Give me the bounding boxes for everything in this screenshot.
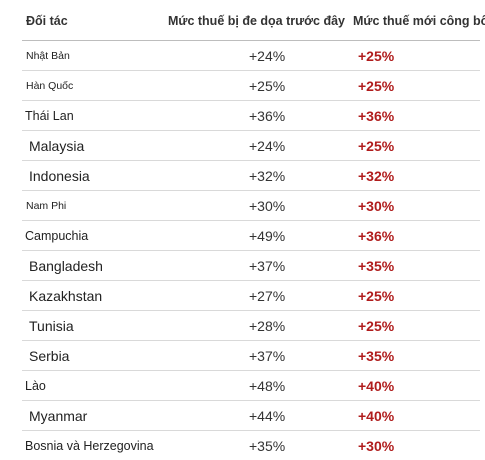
new-rate-cell: +40% xyxy=(358,377,395,394)
table-row: Nam Phi +30% +30% xyxy=(22,191,480,221)
partner-cell: Serbia xyxy=(29,347,70,364)
old-rate-cell: +35% xyxy=(249,437,286,454)
old-rate-cell: +28% xyxy=(249,317,286,334)
table-row: Bosnia và Herzegovina +35% +30% xyxy=(22,431,480,460)
old-rate-cell: +32% xyxy=(249,167,286,184)
old-rate-cell: +24% xyxy=(249,137,286,154)
partner-cell: Bangladesh xyxy=(29,257,103,274)
partner-cell: Myanmar xyxy=(29,407,88,424)
partner-cell: Campuchia xyxy=(25,228,89,243)
table-row: Nhật Bản +24% +25% xyxy=(22,41,480,71)
table-row: Malaysia +24% +25% xyxy=(22,131,480,161)
old-rate-cell: +36% xyxy=(249,107,286,124)
header-new-rate: Mức thuế mới công bố xyxy=(353,14,485,28)
partner-cell: Bosnia và Herzegovina xyxy=(25,438,154,453)
new-rate-cell: +25% xyxy=(358,317,395,334)
header-old-rate: Mức thuế bị đe dọa trước đây xyxy=(168,14,346,28)
partner-cell: Malaysia xyxy=(29,137,85,154)
new-rate-cell: +36% xyxy=(358,107,395,124)
table-row: Lào +48% +40% xyxy=(22,371,480,401)
partner-cell: Hàn Quốc xyxy=(26,79,74,92)
table-header: Đối tác Mức thuế bị đe dọa trước đây Mức… xyxy=(22,0,485,41)
partner-cell: Nam Phi xyxy=(26,199,67,212)
partner-cell: Lào xyxy=(25,378,46,393)
partner-cell: Indonesia xyxy=(29,167,90,184)
table-row: Campuchia +49% +36% xyxy=(22,221,480,251)
new-rate-cell: +40% xyxy=(358,407,395,424)
new-rate-cell: +36% xyxy=(358,227,395,244)
partner-cell: Thái Lan xyxy=(25,108,74,123)
table-row: Kazakhstan +27% +25% xyxy=(22,281,480,311)
partner-cell: Nhật Bản xyxy=(26,49,70,62)
tariff-table: Đối tác Mức thuế bị đe dọa trước đây Mức… xyxy=(22,0,485,460)
table-row: Bangladesh +37% +35% xyxy=(22,251,480,281)
new-rate-cell: +25% xyxy=(358,77,395,94)
new-rate-cell: +35% xyxy=(358,347,395,364)
old-rate-cell: +49% xyxy=(249,227,286,244)
new-rate-cell: +25% xyxy=(358,137,395,154)
header-partner: Đối tác xyxy=(26,14,68,28)
new-rate-cell: +32% xyxy=(358,167,395,184)
table-row: Thái Lan +36% +36% xyxy=(22,101,480,131)
old-rate-cell: +30% xyxy=(249,197,286,214)
table-row: Myanmar +44% +40% xyxy=(22,401,480,431)
new-rate-cell: +30% xyxy=(358,197,395,214)
old-rate-cell: +37% xyxy=(249,347,286,364)
old-rate-cell: +44% xyxy=(249,407,286,424)
new-rate-cell: +35% xyxy=(358,257,395,274)
old-rate-cell: +27% xyxy=(249,287,286,304)
old-rate-cell: +48% xyxy=(249,377,286,394)
new-rate-cell: +30% xyxy=(358,437,395,454)
old-rate-cell: +37% xyxy=(249,257,286,274)
table-row: Indonesia +32% +32% xyxy=(22,161,480,191)
new-rate-cell: +25% xyxy=(358,47,395,64)
partner-cell: Tunisia xyxy=(29,317,74,334)
new-rate-cell: +25% xyxy=(358,287,395,304)
table-row: Serbia +37% +35% xyxy=(22,341,480,371)
table-row: Tunisia +28% +25% xyxy=(22,311,480,341)
old-rate-cell: +24% xyxy=(249,47,286,64)
old-rate-cell: +25% xyxy=(249,77,286,94)
table-row: Hàn Quốc +25% +25% xyxy=(22,71,480,101)
partner-cell: Kazakhstan xyxy=(29,287,103,304)
